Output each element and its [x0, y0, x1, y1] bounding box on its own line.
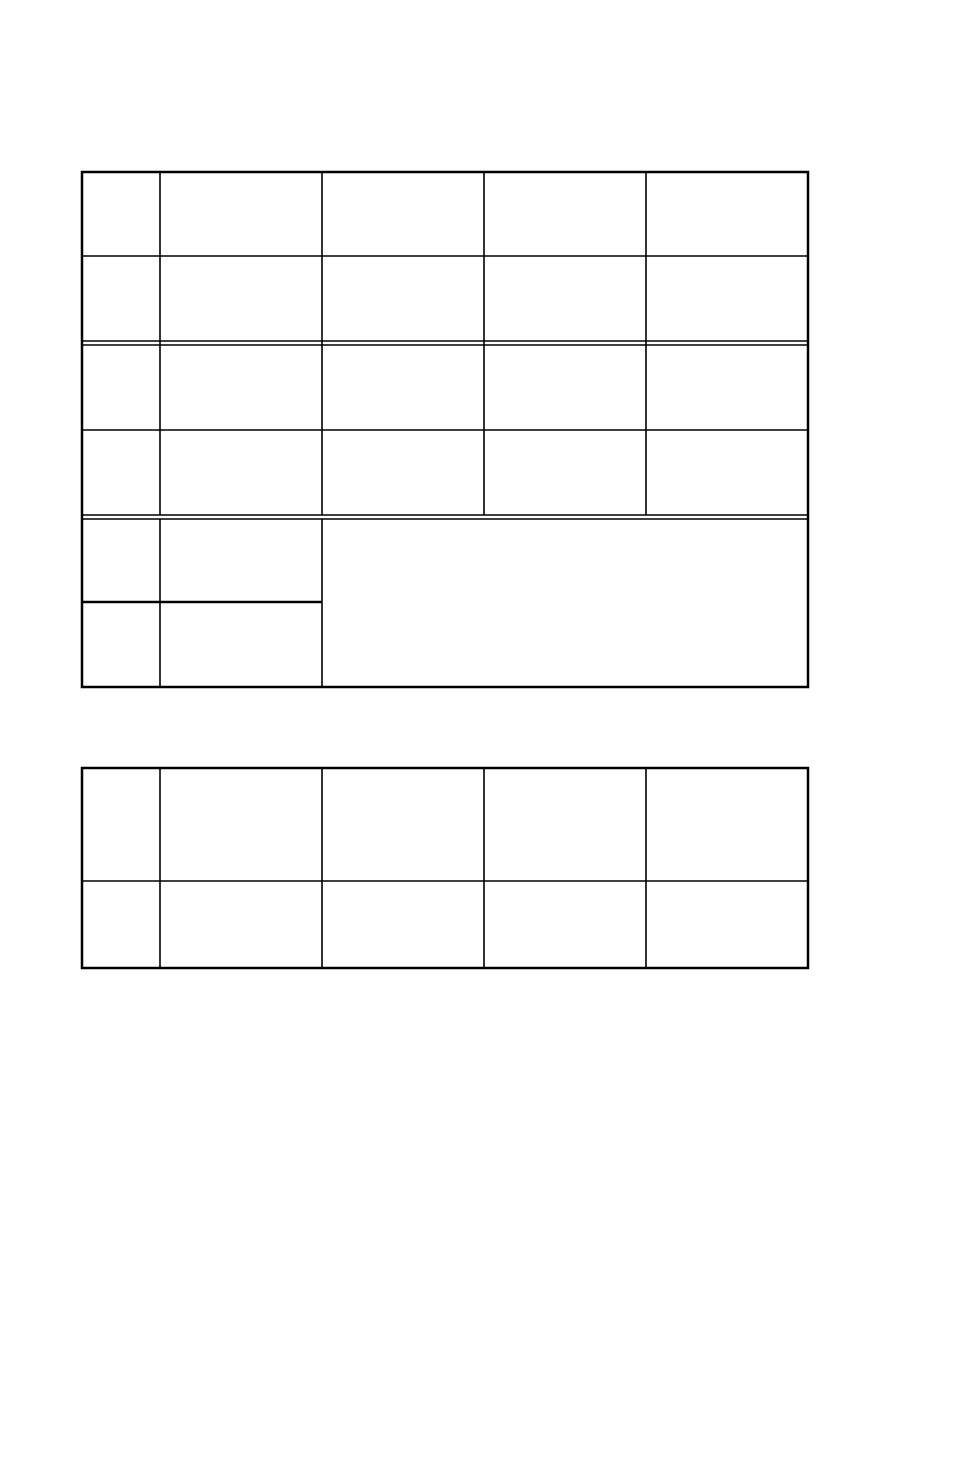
page [0, 0, 954, 1475]
table2-outer [82, 768, 808, 968]
tables-svg [0, 0, 954, 1475]
